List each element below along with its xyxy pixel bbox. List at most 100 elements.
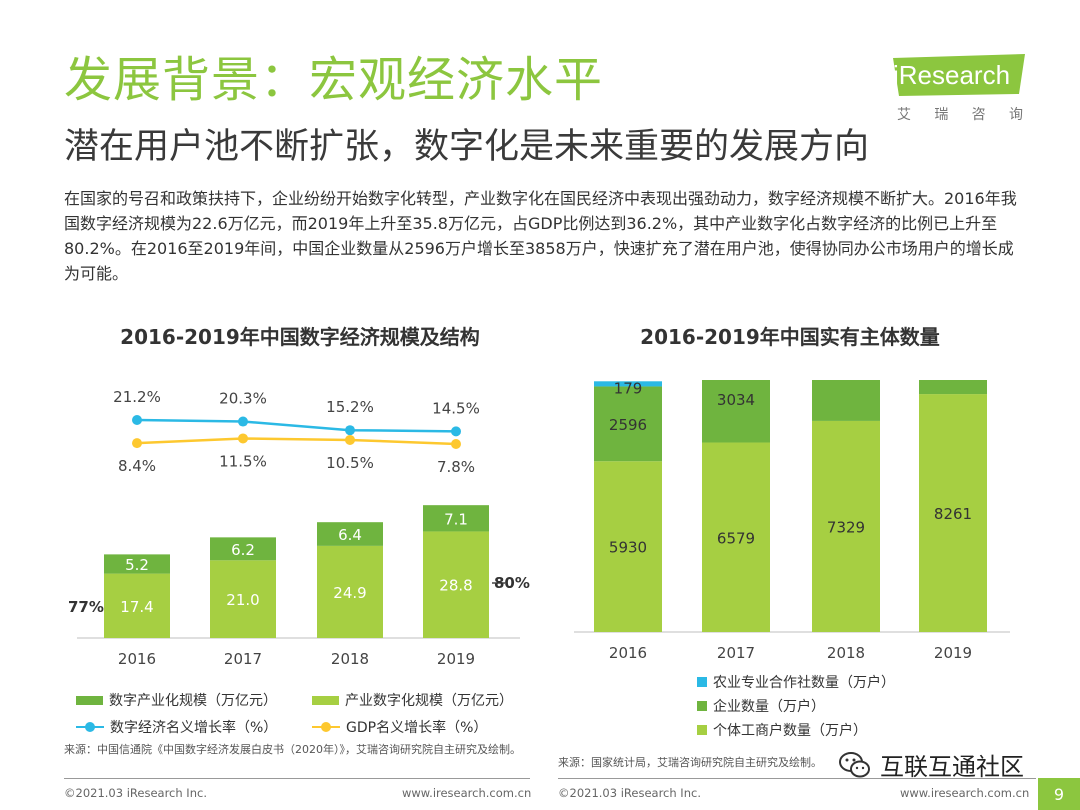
bar-industry-digitalization bbox=[104, 573, 170, 638]
x-tick-label: 2019 bbox=[934, 644, 972, 662]
bar-industry-digitalization bbox=[210, 560, 276, 638]
legend-label: 个体工商户数量（万户） bbox=[713, 723, 867, 739]
line-value-label: 15.2% bbox=[326, 398, 374, 416]
iresearch-logo: iResearch 艾 瑞 咨 询 bbox=[893, 54, 1028, 124]
bar-digital-industrialization bbox=[210, 537, 276, 561]
chart1-digital-economy: 17.4 5.2 2016 21.0 6.2 2017 24.9 6.4 2018 28.8 7.1… bbox=[68, 388, 530, 668]
line-point bbox=[238, 433, 248, 444]
bar-value-label: 7329 bbox=[827, 518, 865, 536]
bar-value-label: 6.4 bbox=[338, 526, 362, 544]
legend-label: 数字经济名义增长率（%） bbox=[110, 720, 278, 736]
bar-value-label: 5930 bbox=[609, 539, 647, 557]
bar-enterprises bbox=[812, 380, 880, 421]
bar-value-label: 8261 bbox=[934, 505, 972, 523]
bar-industry-digitalization bbox=[423, 531, 489, 638]
bar-value-label: 24.9 bbox=[333, 584, 366, 602]
bar-agri-cooperatives bbox=[594, 381, 662, 387]
legend-label: 企业数量（万户） bbox=[713, 699, 825, 715]
line-point bbox=[451, 439, 461, 449]
line-point bbox=[238, 416, 248, 427]
bar-individual-businesses bbox=[812, 420, 880, 632]
legend-swatch bbox=[76, 695, 103, 705]
chart1-legend-item: GDP名义增长率（%） bbox=[312, 717, 487, 737]
line-point bbox=[345, 434, 355, 445]
bar-value-label: 7.1 bbox=[444, 510, 468, 528]
footer-copyright: ©2021.03 iResearch Inc. bbox=[64, 786, 207, 800]
legend-swatch bbox=[697, 701, 707, 711]
x-tick-label: 2019 bbox=[437, 650, 475, 668]
bar-individual-businesses bbox=[919, 394, 987, 632]
bar-digital-industrialization bbox=[104, 554, 170, 574]
bar-value-label: 6.2 bbox=[231, 541, 255, 559]
legend-label: GDP名义增长率（%） bbox=[346, 720, 488, 736]
legend-label: 数字产业化规模（万亿元） bbox=[109, 693, 277, 709]
chart2-legend-item: 个体工商户数量（万户） bbox=[697, 720, 867, 740]
line-gdp-growth bbox=[136, 437, 457, 446]
legend-swatch bbox=[312, 695, 339, 705]
line-value-label: 20.3% bbox=[219, 390, 267, 408]
line-digital-economy-growth bbox=[136, 418, 457, 433]
bar-digital-industrialization bbox=[317, 522, 383, 546]
bar-value-label: 179 bbox=[614, 380, 643, 397]
chart1-legend-item: 产业数字化规模（万亿元） bbox=[312, 690, 513, 710]
logo-chinese: 艾 瑞 咨 询 bbox=[897, 104, 1023, 124]
footer-copyright: ©2021.03 iResearch Inc. bbox=[558, 786, 701, 800]
bar-digital-industrialization bbox=[423, 505, 489, 532]
footer-divider bbox=[64, 778, 530, 779]
bar-value-label: 17.4 bbox=[120, 598, 153, 616]
line-value-label: 10.5% bbox=[326, 454, 374, 472]
bar-value-label: 3034 bbox=[717, 391, 755, 409]
legend-label: 产业数字化规模（万亿元） bbox=[345, 693, 513, 709]
line-point bbox=[451, 426, 461, 437]
logo-char: 艾 bbox=[897, 107, 911, 123]
footer-url[interactable]: www.iresearch.com.cn bbox=[402, 786, 532, 800]
bar-value-label: 28.8 bbox=[439, 577, 472, 595]
watermark: 互联互通社区 bbox=[838, 747, 1024, 782]
bar-value-label: 2596 bbox=[609, 416, 647, 434]
chart1-legend-item: 数字产业化规模（万亿元） bbox=[76, 690, 277, 710]
line-point bbox=[132, 438, 142, 449]
chart1-legend-item: 数字经济名义增长率（%） bbox=[76, 717, 277, 737]
page-subtitle: 潜在用户池不断扩张，数字化是未来重要的发展方向 bbox=[64, 127, 870, 167]
bar-value-label: 21.0 bbox=[226, 591, 259, 609]
line-value-label: 21.2% bbox=[113, 388, 161, 406]
line-value-label: 14.5% bbox=[432, 399, 480, 417]
bar-enterprises bbox=[919, 380, 987, 395]
page-number: 9 bbox=[1038, 778, 1080, 810]
bar-enterprises bbox=[702, 380, 770, 443]
bar-enterprises bbox=[594, 386, 662, 462]
legend-swatch bbox=[697, 677, 707, 687]
chart1-source: 来源：中国信通院《中国数字经济发展白皮书（2020年）》，艾瑞咨询研究院自主研究… bbox=[64, 743, 521, 756]
share-annotation-2019: 80% bbox=[494, 574, 530, 592]
line-point bbox=[132, 415, 142, 425]
logo-char: 询 bbox=[1008, 107, 1023, 123]
chart2-market-entities: 5930259617920166579303420220177329347421… bbox=[574, 380, 1010, 662]
wechat-icon bbox=[839, 751, 870, 777]
share-annotation-2016: 77% bbox=[68, 598, 104, 616]
x-tick-label: 2018 bbox=[331, 650, 369, 668]
logo-char: 瑞 bbox=[934, 107, 949, 123]
legend-label: 农业专业合作社数量（万户） bbox=[713, 675, 895, 691]
legend-swatch bbox=[76, 722, 104, 732]
chart2-source: 来源：国家统计局，艾瑞咨询研究院自主研究及绘制。 bbox=[558, 756, 822, 769]
line-point bbox=[345, 425, 355, 436]
line-value-label: 8.4% bbox=[118, 457, 156, 475]
bar-individual-businesses bbox=[594, 461, 662, 632]
chart2-legend-item: 农业专业合作社数量（万户） bbox=[697, 672, 895, 692]
x-tick-label: 2017 bbox=[717, 644, 755, 662]
bar-value-label: 6579 bbox=[717, 529, 755, 547]
footer-url[interactable]: www.iresearch.com.cn bbox=[900, 786, 1030, 800]
legend-swatch bbox=[312, 722, 340, 732]
footer-divider bbox=[558, 778, 1036, 779]
x-tick-label: 2017 bbox=[224, 650, 262, 668]
chart1-title: 2016-2019年中国数字经济规模及结构 bbox=[120, 325, 480, 349]
chart2-title: 2016-2019年中国实有主体数量 bbox=[640, 325, 940, 349]
bar-value-label: 5.2 bbox=[125, 556, 149, 574]
legend-swatch bbox=[697, 725, 707, 735]
page-title: 发展背景：宏观经济水平 bbox=[64, 52, 604, 108]
body-paragraph: 在国家的号召和政策扶持下，企业纷纷开始数字化转型，产业数字化在国民经济中表现出强… bbox=[64, 189, 1017, 283]
x-tick-label: 2016 bbox=[118, 650, 156, 668]
bar-industry-digitalization bbox=[317, 545, 383, 638]
line-value-label: 11.5% bbox=[219, 452, 267, 470]
line-value-label: 7.8% bbox=[437, 458, 475, 476]
